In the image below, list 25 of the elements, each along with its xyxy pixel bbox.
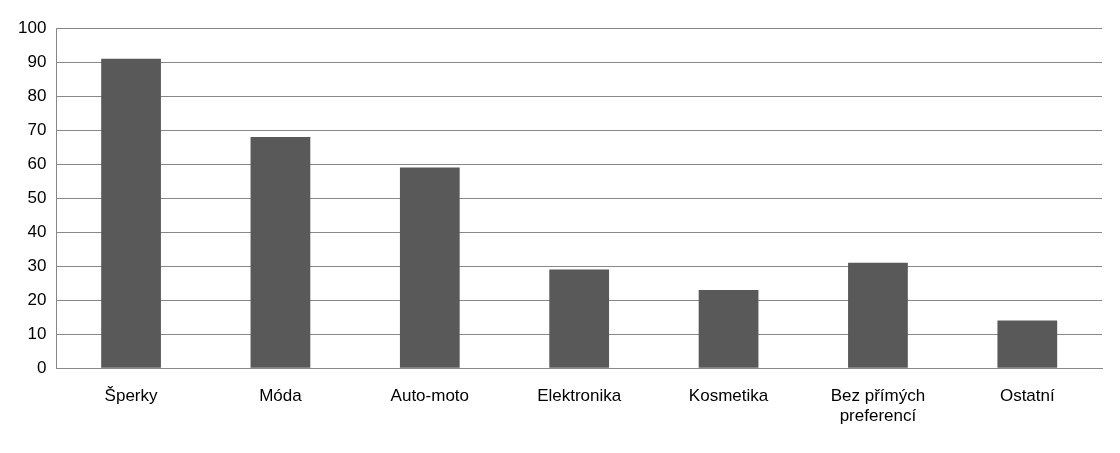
y-tick-label: 100	[17, 17, 47, 37]
x-tick-label: Móda	[259, 386, 303, 406]
y-tick-label: 10	[27, 323, 47, 343]
y-tick-label: 30	[27, 255, 47, 275]
x-tick-label: Kosmetika	[688, 386, 769, 406]
y-tick-label: 60	[27, 153, 47, 173]
bar	[549, 269, 610, 368]
bar	[101, 58, 161, 368]
y-tick-label: 20	[27, 289, 47, 309]
bar	[997, 320, 1058, 368]
x-tick-label: Ostatní	[999, 386, 1055, 406]
x-tick-label: Elektronika	[537, 386, 622, 406]
x-tick-label: Auto-moto	[390, 386, 470, 406]
bar	[698, 290, 759, 368]
y-tick-label: 50	[27, 187, 47, 207]
bar	[848, 262, 908, 368]
y-tick-label: 70	[27, 119, 47, 139]
x-tick-label: Šperky	[104, 386, 158, 406]
y-tick-label: 0	[36, 357, 47, 377]
y-tick-label: 90	[27, 51, 47, 71]
bar	[250, 137, 311, 368]
y-tick-label: 80	[27, 85, 47, 105]
y-tick-label: 40	[27, 221, 47, 241]
bar	[399, 167, 460, 368]
x-tick-label: Bez přímých preferencí	[830, 386, 926, 426]
